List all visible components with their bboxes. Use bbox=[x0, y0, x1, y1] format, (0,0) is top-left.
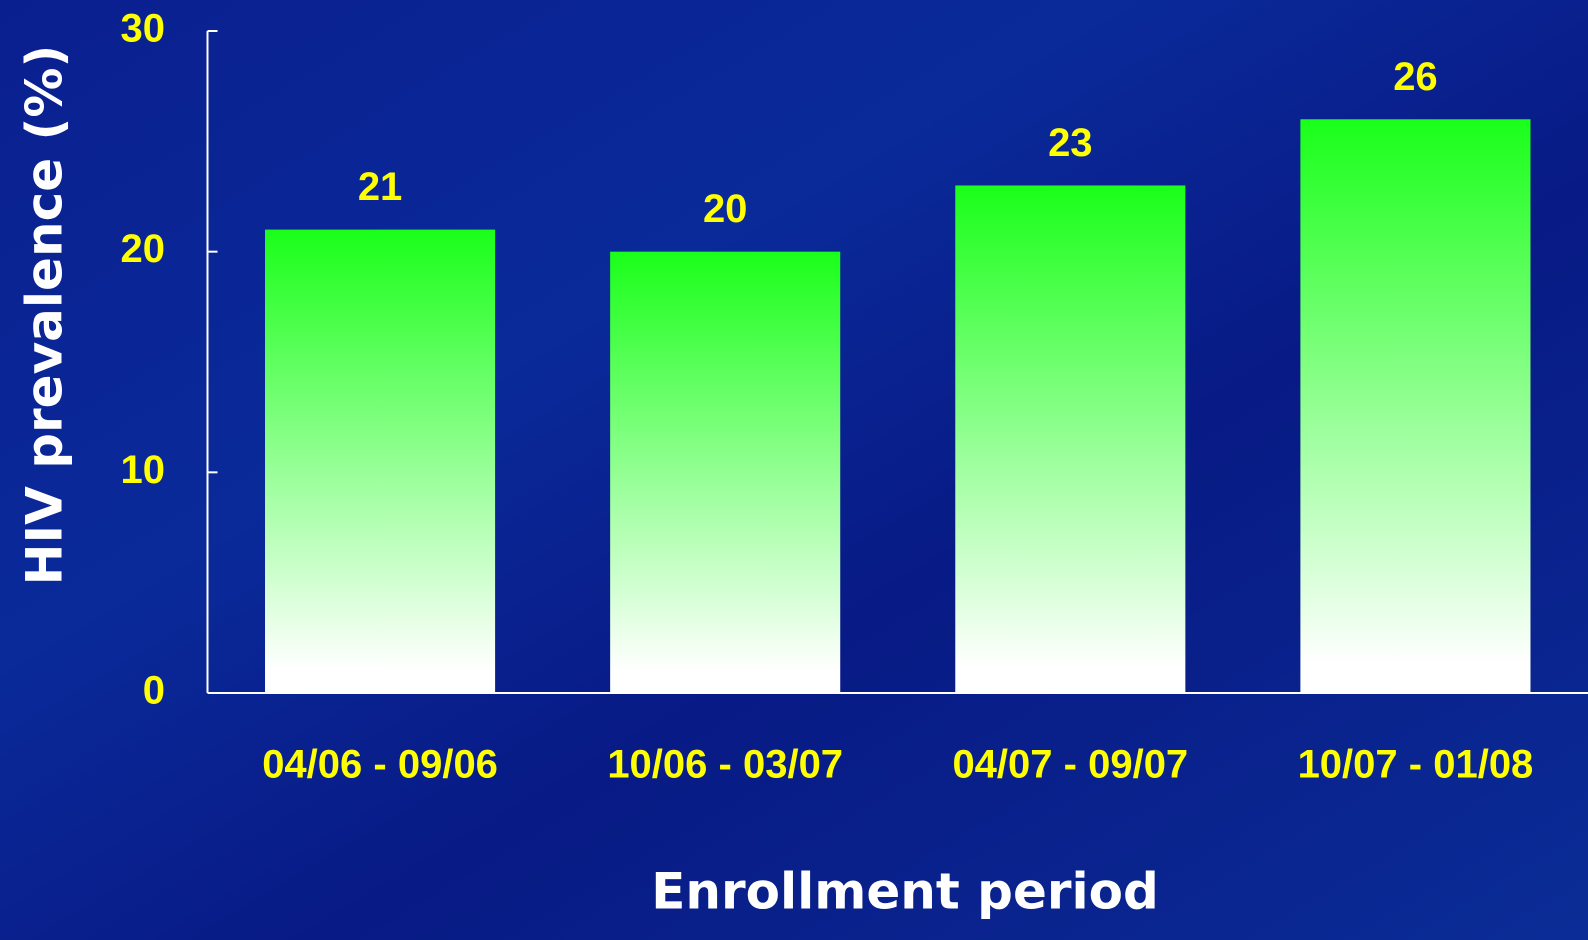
x-tick-label: 10/07 - 01/08 bbox=[1298, 743, 1534, 787]
value-label: 20 bbox=[703, 187, 748, 231]
bar bbox=[955, 185, 1186, 693]
bar bbox=[610, 251, 841, 693]
value-label: 21 bbox=[358, 165, 403, 209]
y-tick-label: 20 bbox=[121, 227, 166, 271]
x-tick-label: 04/06 - 09/06 bbox=[262, 743, 498, 787]
y-tick-label: 10 bbox=[121, 448, 166, 492]
x-tick-label: 04/07 - 09/07 bbox=[952, 743, 1188, 787]
bar bbox=[1300, 119, 1531, 694]
value-label: 26 bbox=[1393, 55, 1438, 99]
y-axis-label: HIV prevalence (%) bbox=[16, 45, 74, 586]
y-tick-label: 0 bbox=[143, 669, 165, 713]
x-axis-label: Enrollment period bbox=[651, 863, 1159, 921]
bar bbox=[265, 229, 496, 693]
y-tick-label: 30 bbox=[121, 7, 166, 51]
x-tick-label: 10/06 - 03/07 bbox=[607, 743, 843, 787]
value-label: 23 bbox=[1048, 121, 1093, 165]
